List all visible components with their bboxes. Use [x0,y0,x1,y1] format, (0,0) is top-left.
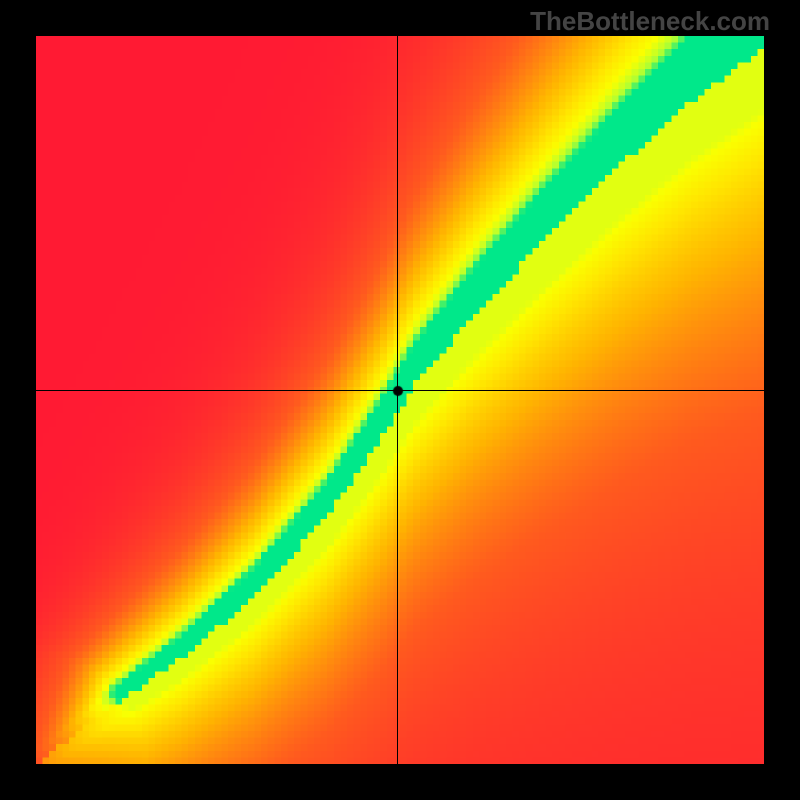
heatmap-canvas [36,36,764,764]
watermark-text: TheBottleneck.com [530,6,770,37]
crosshair-dot [392,385,404,397]
crosshair-vertical [397,36,398,764]
chart-container: TheBottleneck.com [0,0,800,800]
